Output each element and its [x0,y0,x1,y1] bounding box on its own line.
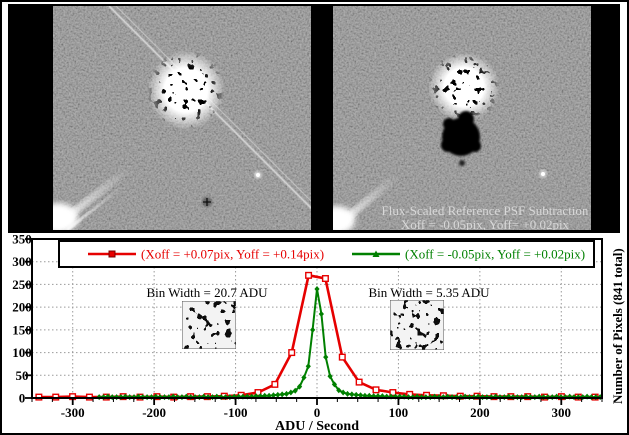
y-tick-label: 0 [19,391,26,406]
green-series-marker [310,326,316,333]
background-star [254,171,262,179]
right-image-caption-line1: Flux-Scaled Reference PSF Subtraction [382,203,589,218]
right-image-caption-line2: Xoff = -0.05pix, Yoff= +0.02pix [401,217,570,230]
green-series-marker [384,393,390,400]
dark-spot [202,197,212,207]
red-series-marker [305,271,313,279]
red-series-marker [271,380,279,388]
green-series-marker [270,392,277,399]
psf-subtraction-image-right: Flux-Scaled Reference PSF Subtraction Xo… [333,6,591,230]
histogram-chart: -300 -200 -100 0 100 200 300 0 50 100 150 200 250 300… [12,234,603,434]
psf-subtraction-image-left [53,6,311,230]
green-series-line [99,288,601,399]
green-series-marker [301,374,307,381]
red-series-marker [372,386,380,394]
green-series-marker [327,373,333,380]
top-panel: Flux-Scaled Reference PSF Subtraction Xo… [8,4,620,233]
green-series-marker [253,393,259,400]
green-series-marker [275,391,281,398]
negative-subtraction-blob [441,111,481,166]
green-series-marker [318,310,324,317]
x-tick-label: 200 [470,405,490,420]
y-tick-label: 100 [12,345,32,360]
y-tick-label: 350 [12,234,32,247]
x-tick-label: -100 [224,405,248,420]
background-star [539,170,547,178]
green-series-marker [292,387,298,394]
green-series-marker [323,354,329,361]
y-tick-label: 300 [12,254,32,269]
red-series-marker [389,389,397,397]
x-tick-label: 100 [389,405,409,420]
psf-thumbnail-right [390,300,444,350]
green-series-marker [336,387,342,394]
green-series-marker [296,383,303,390]
y-axis-title-right: Number of Pixels (841 total) [610,248,625,404]
green-series-marker [340,389,346,396]
legend-entry-label: (Xoff = -0.05pix, Yoff = +0.02pix) [405,247,585,262]
x-tick-label: -200 [142,405,166,420]
x-axis-title: ADU / Second [275,419,359,434]
y-tick-label: 150 [12,322,32,337]
legend-box [58,240,595,268]
corner-glare [333,172,400,230]
y-tick-label: 250 [12,277,32,292]
red-series-marker [338,353,346,361]
green-series-marker [432,393,438,400]
red-series-marker [288,349,296,357]
green-series-marker [257,393,263,400]
green-series-marker [279,391,285,398]
psf-thumbnail-left [182,301,236,349]
green-series-marker [349,391,355,398]
green-series-marker [353,391,359,398]
x-tick-label: 300 [552,405,572,420]
bin-width-annotation: Bin Width = 5.35 ADU [368,285,490,300]
green-series-marker [331,381,338,388]
red-series-marker [355,378,363,386]
central-psf-residual [147,50,225,130]
green-series-marker [401,393,407,400]
legend-triangle-marker-icon [372,250,380,257]
green-series-marker [357,392,364,399]
green-series-marker [371,393,377,400]
y-tick-label: 200 [12,300,32,315]
red-series-marker [321,275,329,283]
bin-width-annotation: Bin Width = 20.7 ADU [146,285,268,300]
green-series-marker [283,390,290,397]
corner-glare [53,165,132,230]
green-series-marker [288,389,294,396]
y-tick-label: 50 [16,368,29,383]
legend-entry-label: (Xoff = +0.07pix, Yoff = +0.14pix) [141,247,324,262]
green-series-marker [344,390,351,397]
x-tick-label: -300 [61,405,85,420]
green-series-marker [314,285,320,292]
x-tick-label: 0 [314,405,321,420]
central-psf-residual [428,52,500,122]
green-series-marker [305,363,311,370]
legend-square-marker-icon [108,250,116,258]
